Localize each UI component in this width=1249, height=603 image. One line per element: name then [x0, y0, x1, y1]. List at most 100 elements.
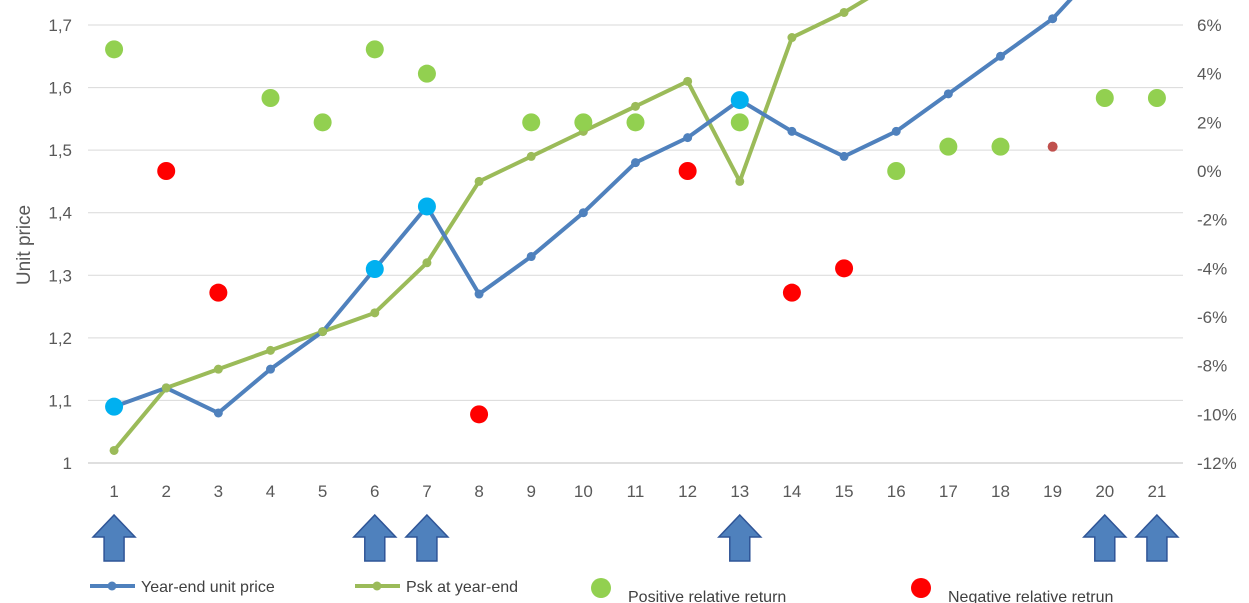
- line-point: [109, 445, 119, 455]
- x-tick-label: 15: [835, 482, 854, 501]
- up-arrow-icon: [404, 513, 450, 562]
- left-tick-label: 1,6: [48, 79, 72, 98]
- left-tick-label: 1,2: [48, 329, 72, 348]
- plot-area: [105, 0, 1166, 455]
- legend-marker: [372, 581, 382, 591]
- x-tick-label: 21: [1147, 482, 1166, 501]
- x-tick-label: 5: [318, 482, 327, 501]
- line-point: [1048, 14, 1058, 24]
- legend-label: Psk at year-end: [406, 579, 518, 596]
- line-point: [735, 176, 745, 186]
- scatter-point: [730, 113, 749, 132]
- x-tick-label: 7: [422, 482, 431, 501]
- scatter-point: [1095, 89, 1114, 107]
- x-tick-label: 16: [887, 482, 906, 501]
- up-arrow-icon: [1134, 513, 1180, 562]
- scatter-point: [991, 137, 1010, 156]
- highlight-point: [365, 260, 384, 279]
- small-marker: [1047, 141, 1058, 152]
- line-point: [526, 151, 536, 161]
- x-tick-label: 3: [214, 482, 223, 501]
- legend-label: Positive relative return: [628, 589, 786, 603]
- line-point: [266, 345, 275, 355]
- up-arrow-icon: [717, 513, 763, 562]
- gridlines: [88, 24, 1183, 464]
- line-point: [161, 383, 171, 393]
- x-tick-label: 6: [370, 482, 379, 501]
- x-tick-label: 17: [939, 482, 958, 501]
- left-tick-label: 1: [63, 454, 72, 473]
- right-axis-ticks: -12% -10% -8% -6% -4% -2% 0% 2% 4% 6%: [1197, 16, 1237, 473]
- line-point: [839, 151, 849, 161]
- scatter-point: [887, 162, 906, 180]
- scatter-point: [1147, 89, 1166, 107]
- x-tick-label: 9: [526, 482, 535, 501]
- x-tick-label: 14: [782, 482, 801, 501]
- line-point: [943, 89, 953, 99]
- right-tick-label: 4%: [1197, 65, 1222, 84]
- x-tick-label: 8: [474, 482, 483, 501]
- scatter-point: [678, 162, 697, 180]
- scatter-point: [157, 162, 176, 180]
- x-axis-ticks: 1 2 3 4 5 6 7 8 9 10 11 12 13 14 15 16 17 18 19 20 21: [109, 482, 1166, 501]
- x-tick-label: 4: [266, 482, 275, 501]
- line-point: [213, 364, 223, 374]
- scatter-point: [417, 64, 436, 83]
- legend-label: Negative relative retrun: [948, 589, 1113, 603]
- scatter-point: [105, 40, 124, 59]
- left-tick-label: 1,4: [48, 204, 72, 223]
- x-tick-label: 1: [109, 482, 118, 501]
- scatter-point: [522, 113, 541, 132]
- line-point: [683, 133, 693, 143]
- scatter-point: [782, 283, 801, 302]
- scatter-point: [939, 137, 958, 156]
- x-tick-label: 11: [627, 482, 645, 501]
- x-tick-label: 2: [161, 482, 170, 501]
- up-arrow-icon: [91, 513, 137, 562]
- line-point: [370, 308, 380, 318]
- arrow-markers: [91, 513, 1180, 562]
- line-point: [996, 51, 1005, 61]
- line-point: [474, 289, 484, 299]
- left-tick-label: 1,3: [48, 266, 72, 285]
- right-tick-label: 0%: [1197, 162, 1222, 181]
- line-point: [787, 33, 797, 43]
- scatter-point: [365, 40, 384, 59]
- x-tick-label: 18: [991, 482, 1010, 501]
- line-point: [787, 126, 797, 136]
- right-tick-label: -6%: [1197, 308, 1227, 327]
- right-tick-label: 6%: [1197, 16, 1222, 35]
- legend-marker: [107, 581, 117, 591]
- line-point: [631, 158, 640, 168]
- scatter-point: [626, 113, 645, 132]
- legend: Year-end unit price Psk at year-end Positi…: [90, 578, 1113, 603]
- highlight-point: [417, 197, 436, 216]
- line-point: [474, 176, 484, 186]
- legend-label: Year-end unit price: [141, 579, 275, 596]
- x-tick-label: 10: [574, 482, 593, 501]
- scatter-point: [835, 259, 854, 278]
- line-point: [631, 101, 640, 111]
- line-point: [213, 408, 223, 418]
- line-point: [266, 364, 275, 374]
- highlight-point: [105, 397, 124, 416]
- legend-marker: [591, 578, 611, 598]
- right-tick-label: 2%: [1197, 113, 1222, 132]
- line-point: [422, 258, 432, 268]
- scatter-point: [313, 113, 332, 132]
- scatter-point: [574, 113, 593, 132]
- right-tick-label: -10%: [1197, 405, 1237, 424]
- line-point: [318, 327, 328, 337]
- left-tick-label: 1,5: [48, 141, 72, 160]
- scatter-point: [261, 89, 280, 107]
- right-tick-label: -2%: [1197, 211, 1227, 230]
- x-tick-label: 19: [1043, 482, 1062, 501]
- y-axis-title: Unit price: [14, 205, 35, 285]
- highlight-point: [730, 91, 749, 110]
- line-point: [683, 76, 693, 86]
- scatter-point: [470, 405, 489, 424]
- series-line: [112, 0, 869, 452]
- right-tick-label: -4%: [1197, 259, 1227, 278]
- left-tick-label: 1,7: [48, 16, 72, 35]
